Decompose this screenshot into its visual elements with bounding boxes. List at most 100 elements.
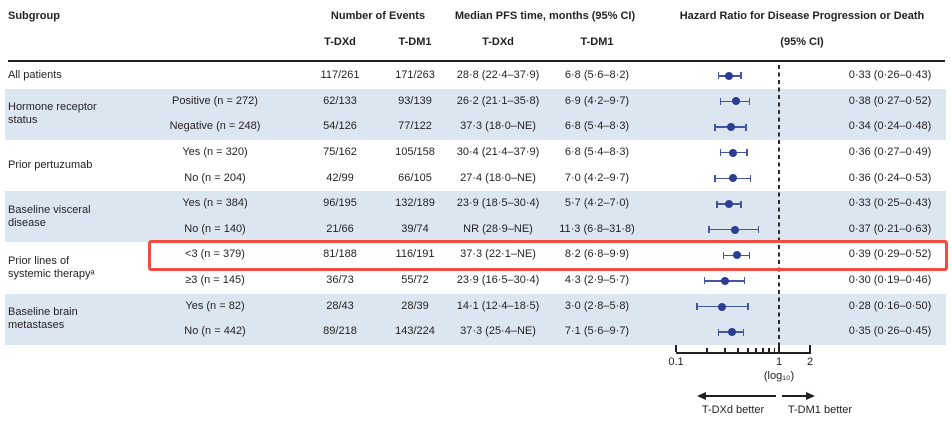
subheader-median-tdm1: T-DM1 — [580, 36, 614, 48]
ci-cap — [722, 251, 725, 259]
median-tdm1-cell: 6·8 (5·4–8·3) — [564, 120, 630, 133]
x-axis-tick — [768, 348, 770, 352]
ci-cap — [745, 123, 747, 131]
subgroup-cell: <3 (n = 379) — [185, 248, 245, 261]
ci-cap — [748, 251, 751, 259]
group-label-line: Baseline visceral — [8, 203, 91, 216]
subgroup-cell: Yes (n = 82) — [185, 299, 245, 312]
x-axis-tick — [762, 348, 764, 352]
x-axis-tick — [747, 348, 749, 352]
events-tdxd-cell: 96/195 — [323, 197, 357, 210]
events-tdxd-cell: 28/43 — [326, 299, 354, 312]
x-axis-tick — [706, 348, 708, 352]
events-tdm1-cell: 93/139 — [398, 94, 432, 107]
group-label-line: All patients — [8, 69, 62, 82]
x-axis-tick — [809, 345, 811, 352]
subgroup-cell: ≥3 (n = 145) — [185, 274, 245, 287]
group-label: Baseline brain metastases — [8, 306, 158, 332]
highlight-box — [148, 239, 948, 271]
subgroup-cell: No (n = 140) — [184, 222, 246, 235]
right-arrow-label: T-DM1 better — [787, 404, 853, 416]
hr-point — [726, 123, 735, 132]
ci-cap — [749, 174, 752, 182]
hr-value-cell: 0·28 (0·16–0·50) — [848, 299, 932, 312]
events-tdm1-cell: 105/158 — [395, 145, 435, 158]
events-tdxd-cell: 36/73 — [326, 274, 354, 287]
events-tdm1-cell: 132/189 — [395, 197, 435, 210]
median-tdm1-cell: 5·7 (4·2–7·0) — [564, 197, 630, 210]
hr-value-cell: 0·35 (0·26–0·45) — [848, 325, 932, 338]
group-label-line: metastases — [8, 319, 65, 332]
left-arrow-label: T-DXd better — [701, 404, 765, 416]
median-tdxd-cell: 26·2 (21·1–35·8) — [456, 94, 540, 107]
events-tdm1-cell: 28/39 — [401, 299, 429, 312]
group-label-line: disease — [8, 216, 46, 229]
hr-point — [721, 276, 730, 285]
x-axis-tick — [755, 348, 757, 352]
group-label-line: status — [8, 114, 38, 127]
group-label: Prior lines of systemic therapyᵃ — [8, 255, 158, 281]
median-tdm1-cell: 8·2 (6·8–9·9) — [564, 248, 630, 261]
median-tdm1-cell: 4·3 (2·9–5·7) — [564, 274, 630, 287]
median-tdm1-cell: 6·8 (5·4–8·3) — [564, 145, 630, 158]
x-axis-line — [676, 352, 812, 354]
group-label-line: systemic therapyᵃ — [8, 268, 95, 281]
median-tdm1-cell: 7·1 (5·6–9·7) — [564, 325, 630, 338]
ci-cap — [696, 303, 698, 311]
ci-cap — [757, 226, 760, 234]
median-tdxd-cell: 23·9 (18·5–30·4) — [456, 197, 540, 210]
median-tdxd-cell: 30·4 (21·4–37·9) — [456, 145, 540, 158]
events-tdm1-cell: 55/72 — [401, 274, 429, 287]
column-header-median-pfs: Median PFS time, months (95% CI) — [454, 10, 636, 22]
ci-cap — [743, 277, 745, 285]
subgroup-cell: No (n = 442) — [184, 325, 246, 338]
group-shaded-band — [5, 88, 946, 140]
events-tdm1-cell: 66/105 — [398, 171, 432, 184]
group-label-line: Baseline brain — [8, 306, 78, 319]
hr-point — [730, 225, 739, 234]
events-tdxd-cell: 42/99 — [326, 171, 354, 184]
events-tdxd-cell: 117/261 — [320, 69, 360, 81]
subheader-events-tdm1: T-DM1 — [398, 36, 432, 48]
hr-value-cell: 0·36 (0·27–0·49) — [848, 145, 932, 158]
hr-value-cell: 0·34 (0·24–0·48) — [848, 120, 932, 133]
group-label: Prior pertuzumab — [8, 159, 158, 172]
hr-value-cell: 0·37 (0·21–0·63) — [848, 222, 932, 235]
x-axis-tick-label: 2 — [806, 356, 814, 368]
hr-value-cell: 0·33 (0·25–0·43) — [848, 197, 932, 210]
ci-cap — [714, 174, 716, 182]
subgroup-cell: Negative (n = 248) — [169, 120, 261, 133]
x-axis-tick — [675, 345, 677, 352]
median-tdxd-cell: 27·4 (18·0–NE) — [460, 171, 536, 184]
x-axis-tick — [773, 348, 775, 352]
ci-cap — [748, 97, 751, 105]
events-tdxd-cell: 62/133 — [323, 94, 357, 107]
group-label-line: Prior pertuzumab — [8, 159, 93, 172]
median-tdm1-cell: 7·0 (4·2–9·7) — [564, 171, 630, 184]
events-tdxd-cell: 75/162 — [323, 145, 357, 158]
hr-value-cell: 0·30 (0·19–0·46) — [848, 274, 932, 287]
group-label: Hormone receptor status — [8, 101, 158, 127]
subheader-median-tdxd: T-DXd — [482, 36, 514, 48]
x-axis-tick — [724, 348, 726, 352]
ci-cap — [708, 226, 710, 234]
subheader-events-tdxd: T-DXd — [324, 36, 356, 48]
median-tdxd-cell: 37·3 (18·0–NE) — [460, 120, 536, 133]
group-label: All patients — [8, 69, 158, 82]
ci-cap — [740, 72, 742, 80]
median-tdxd-cell: NR (28·9–NE) — [463, 222, 533, 235]
hr-point — [729, 148, 738, 157]
reference-line-hr-1 — [778, 65, 780, 352]
median-tdxd-cell: 23·9 (16·5–30·4) — [456, 274, 540, 287]
column-header-hazard-ratio: Hazard Ratio for Disease Progression or … — [679, 10, 925, 22]
subgroup-cell: Positive (n = 272) — [172, 94, 258, 107]
ci-cap — [703, 277, 706, 285]
events-tdm1-cell: 77/122 — [398, 120, 432, 133]
subgroup-cell: Yes (n = 384) — [182, 197, 248, 210]
ci-cap — [714, 123, 716, 131]
group-shaded-band — [5, 191, 946, 243]
events-tdm1-cell: 171/263 — [395, 69, 435, 81]
left-arrow-head-icon — [697, 391, 706, 400]
median-tdxd-cell: 37·3 (25·4–NE) — [460, 325, 536, 338]
